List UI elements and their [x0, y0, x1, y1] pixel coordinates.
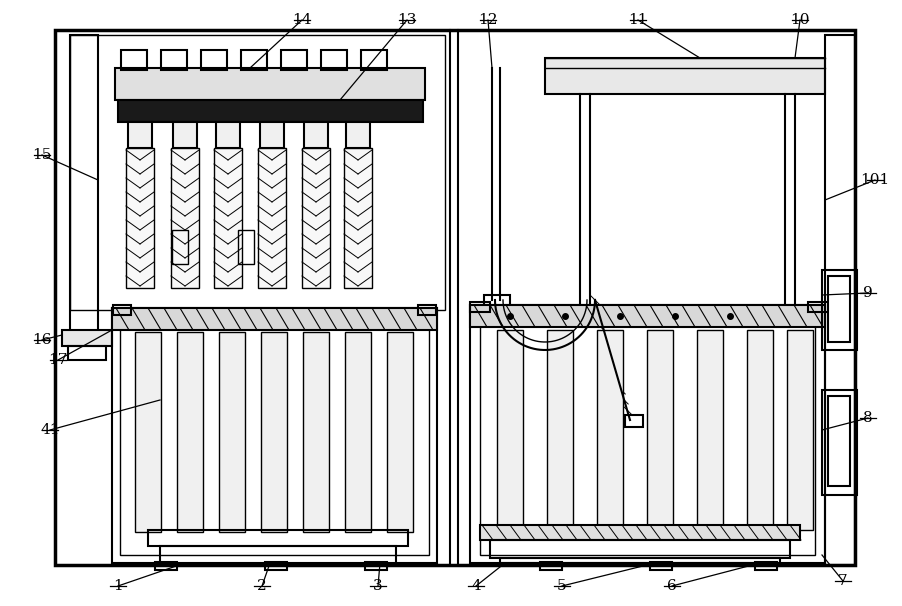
Bar	[128, 122, 152, 148]
Bar	[822, 270, 857, 350]
Bar	[155, 562, 177, 570]
Text: 15: 15	[32, 148, 51, 162]
Bar	[70, 35, 445, 310]
Bar	[787, 330, 813, 530]
Bar	[755, 562, 777, 570]
Text: 7: 7	[838, 574, 848, 588]
Bar	[68, 346, 106, 360]
Bar	[808, 302, 828, 312]
Text: 4: 4	[471, 579, 481, 593]
Text: 5: 5	[557, 579, 566, 593]
Bar	[470, 305, 825, 327]
Bar	[115, 68, 425, 100]
Text: 2: 2	[257, 579, 267, 593]
Bar	[121, 50, 147, 70]
Bar	[625, 415, 643, 427]
Text: 11: 11	[629, 13, 648, 27]
Bar	[647, 330, 673, 530]
Text: 41: 41	[41, 423, 60, 437]
Bar	[480, 315, 815, 555]
Text: 6: 6	[667, 579, 676, 593]
Bar	[214, 148, 242, 288]
Bar	[597, 330, 623, 530]
Bar	[540, 562, 562, 570]
Text: 16: 16	[32, 333, 51, 347]
Bar	[304, 122, 328, 148]
Bar	[361, 50, 387, 70]
Text: 3: 3	[373, 579, 382, 593]
Bar	[260, 122, 284, 148]
Bar	[828, 276, 850, 342]
Bar	[302, 148, 330, 288]
Bar	[500, 558, 780, 563]
Bar	[470, 302, 490, 312]
Text: 9: 9	[863, 286, 873, 300]
Bar	[344, 148, 372, 288]
Bar	[55, 30, 855, 565]
Text: 13: 13	[397, 13, 417, 27]
Bar	[171, 148, 199, 288]
Bar	[112, 308, 437, 563]
Bar	[470, 305, 825, 563]
Bar	[303, 332, 329, 532]
Text: 14: 14	[292, 13, 312, 27]
Bar	[545, 58, 825, 94]
Bar	[120, 315, 429, 555]
Bar	[547, 330, 573, 530]
Text: 17: 17	[49, 353, 68, 367]
Bar	[825, 35, 855, 565]
Bar	[112, 308, 437, 330]
Text: 1: 1	[113, 579, 123, 593]
Bar	[346, 122, 370, 148]
Text: 12: 12	[478, 13, 498, 27]
Text: 101: 101	[861, 173, 889, 187]
Bar	[219, 332, 245, 532]
Bar	[62, 330, 112, 346]
Bar	[484, 295, 510, 315]
Bar	[238, 230, 254, 264]
Bar	[490, 540, 790, 558]
Bar	[161, 50, 187, 70]
Bar	[281, 50, 307, 70]
Bar	[172, 230, 188, 264]
Bar	[321, 50, 347, 70]
Bar	[345, 332, 371, 532]
Bar	[480, 525, 800, 540]
Bar	[650, 562, 672, 570]
Bar	[126, 148, 154, 288]
Bar	[258, 148, 286, 288]
Bar	[365, 562, 387, 570]
Bar	[148, 530, 408, 546]
Bar	[173, 122, 197, 148]
Text: 10: 10	[790, 13, 810, 27]
Bar	[160, 546, 396, 564]
Bar	[828, 396, 850, 486]
Bar	[418, 305, 436, 315]
Text: 8: 8	[863, 411, 873, 425]
Bar	[822, 390, 857, 495]
Bar	[747, 330, 773, 530]
Bar	[177, 332, 203, 532]
Bar	[497, 330, 523, 530]
Bar	[241, 50, 267, 70]
Bar	[261, 332, 287, 532]
Bar	[265, 562, 287, 570]
Bar	[118, 100, 423, 122]
Bar	[135, 332, 161, 532]
Bar	[697, 330, 723, 530]
Bar	[70, 35, 98, 345]
Bar	[113, 305, 131, 315]
Bar	[201, 50, 227, 70]
Bar	[216, 122, 240, 148]
Bar	[387, 332, 413, 532]
